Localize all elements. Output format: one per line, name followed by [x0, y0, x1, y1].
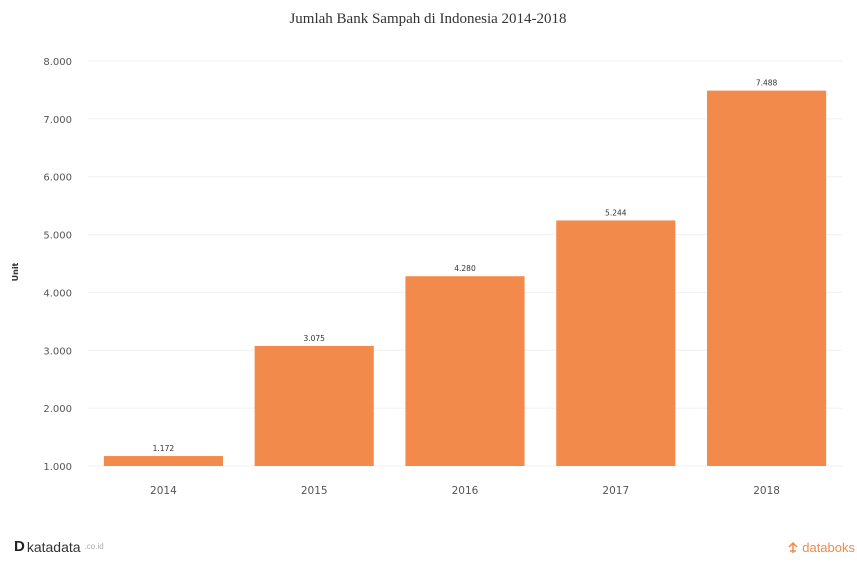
- data-label: 5.244: [605, 208, 627, 217]
- y-axis-label: Unit: [11, 262, 20, 281]
- bars: [103, 90, 827, 466]
- katadata-logo-mark: D: [14, 538, 25, 555]
- data-label: 7.488: [756, 79, 778, 88]
- y-tick-label: 5.000: [43, 231, 72, 242]
- y-tick-label: 8.000: [43, 57, 72, 68]
- y-tick-label: 7.000: [43, 115, 72, 126]
- bar: [103, 456, 223, 466]
- databoks-icon: [788, 541, 798, 553]
- bar: [556, 220, 676, 466]
- y-tick-label: 4.000: [43, 288, 72, 299]
- katadata-logo: D katadata .co.id: [14, 538, 104, 555]
- bar: [254, 345, 374, 466]
- y-axis-ticks: 1.000 2.000 3.000 4.000 5.000 6.000 7.000 8.000: [43, 57, 72, 473]
- y-tick-label: 2.000: [43, 404, 72, 415]
- x-tick-label: 2014: [150, 485, 177, 497]
- x-tick-label: 2017: [602, 485, 629, 497]
- x-tick-label: 2015: [301, 485, 328, 497]
- data-label: 3.075: [303, 334, 325, 343]
- bar: [707, 90, 827, 466]
- databoks-logo-text: databoks: [802, 540, 855, 555]
- x-tick-label: 2016: [452, 485, 479, 497]
- katadata-logo-text: katadata: [26, 538, 81, 555]
- x-axis-ticks: 2014 2015 2016 2017 2018: [150, 485, 780, 497]
- x-tick-label: 2018: [753, 485, 780, 497]
- chart-title: Jumlah Bank Sampah di Indonesia 2014-201…: [289, 11, 566, 27]
- y-tick-label: 6.000: [43, 173, 72, 184]
- data-label: 1.172: [153, 444, 175, 453]
- y-tick-label: 3.000: [43, 346, 72, 357]
- databoks-logo: databoks: [787, 540, 855, 555]
- bar-chart: Jumlah Bank Sampah di Indonesia 2014-201…: [11, 11, 842, 497]
- katadata-logo-suffix: .co.id: [84, 542, 104, 551]
- data-label: 4.280: [454, 264, 476, 273]
- data-labels: 1.172 3.075 4.280 5.244 7.488: [153, 79, 778, 453]
- y-tick-label: 1.000: [43, 462, 72, 473]
- bar: [405, 276, 525, 466]
